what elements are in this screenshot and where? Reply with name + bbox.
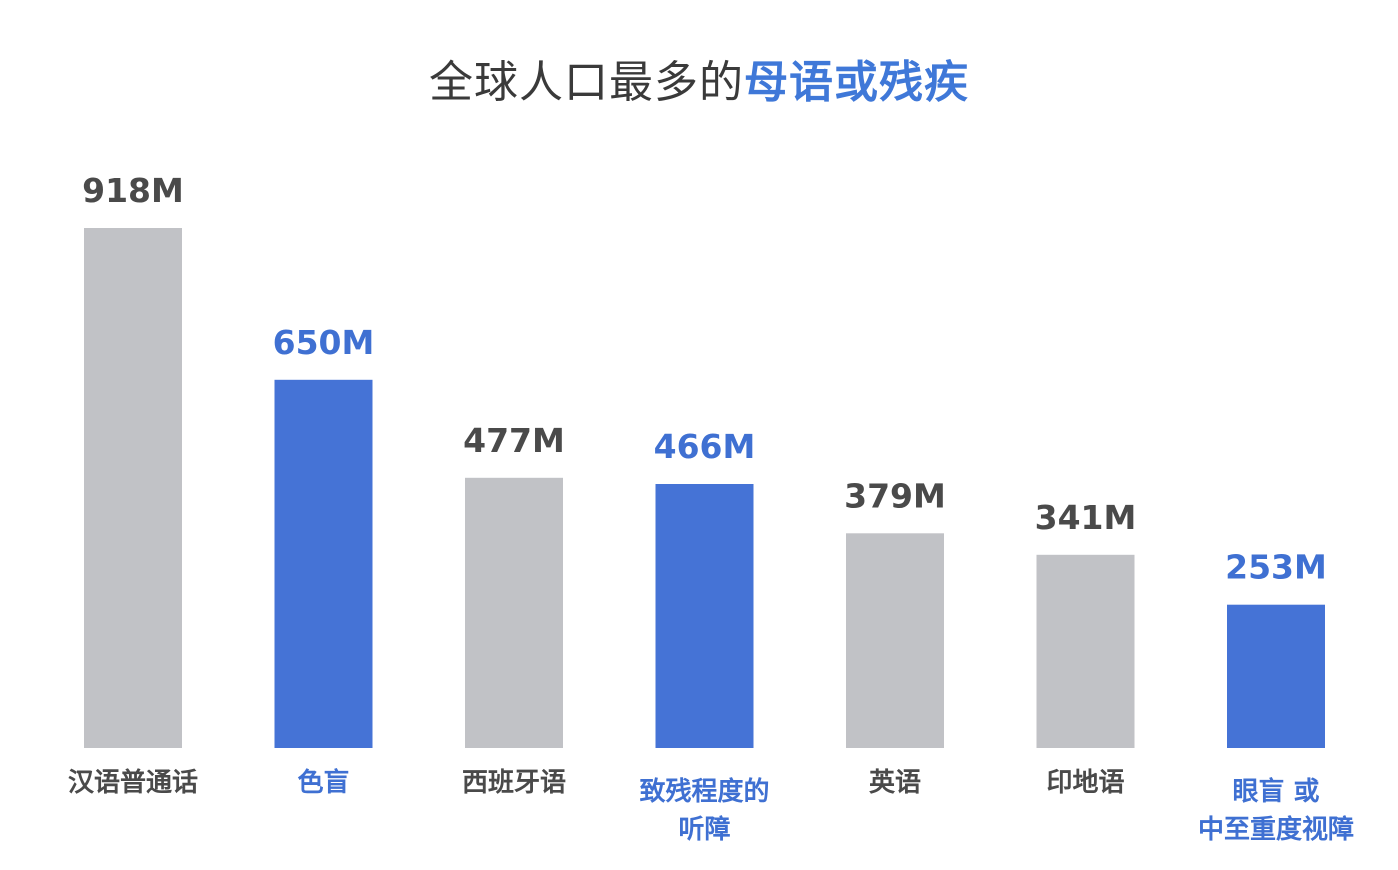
chart-title-prefix: 全球人口最多的 [429, 57, 744, 108]
category-label-line: 中至重度视障 [1198, 814, 1354, 845]
category-label-5: 印地语 [1046, 768, 1124, 798]
chart-title: 全球人口最多的母语或残疾 [0, 46, 1398, 110]
value-label-4: 379M [844, 476, 946, 515]
category-label-2: 西班牙语 [462, 768, 566, 798]
category-label-line: 致残程度的 [639, 776, 769, 807]
value-label-6: 253M [1225, 548, 1327, 587]
bar-4 [846, 533, 944, 748]
bars-group [84, 228, 1325, 748]
bar-6 [1227, 604, 1325, 748]
category-label-3: 致残程度的听障 [639, 776, 769, 845]
category-label-0: 汉语普通话 [68, 767, 198, 798]
bar-0 [84, 228, 182, 748]
bar-5 [1036, 554, 1135, 748]
category-label-line: 印地语 [1046, 768, 1124, 798]
value-label-5: 341M [1035, 498, 1137, 537]
category-labels-group: 汉语普通话 色盲 西班牙语 致残程度的听障 英语 印地语 眼盲 或中至重度视障 [68, 767, 1354, 845]
bar-2 [465, 477, 563, 748]
chart-title-highlight: 母语或残疾 [744, 57, 969, 108]
bar-3 [655, 484, 754, 748]
category-label-line: 英语 [869, 768, 921, 798]
category-label-line: 眼盲 或 [1232, 776, 1319, 807]
category-label-line: 西班牙语 [462, 768, 566, 798]
category-label-line: 听障 [678, 814, 730, 845]
value-label-2: 477M [463, 421, 565, 460]
value-label-1: 650M [273, 323, 375, 362]
category-label-6: 眼盲 或中至重度视障 [1198, 776, 1354, 845]
category-label-line: 汉语普通话 [68, 767, 198, 798]
category-label-line: 色盲 [297, 767, 349, 798]
value-labels-group: 918M 650M 477M 466M 379M 341M 253M [82, 171, 1327, 587]
bar-1 [274, 379, 373, 748]
category-label-1: 色盲 [297, 767, 349, 798]
value-label-0: 918M [82, 171, 184, 210]
value-label-3: 466M [654, 427, 756, 466]
category-label-4: 英语 [869, 768, 921, 798]
